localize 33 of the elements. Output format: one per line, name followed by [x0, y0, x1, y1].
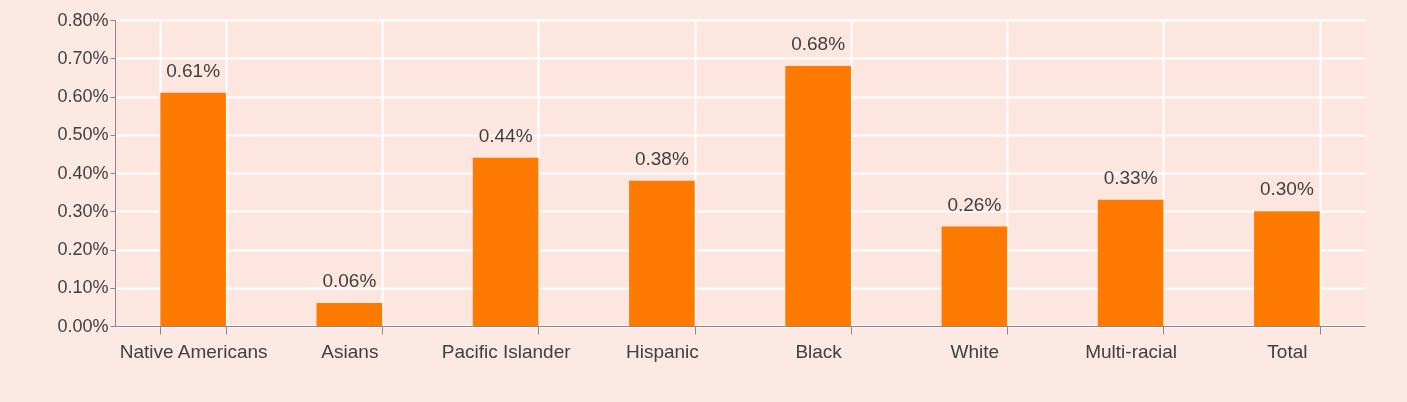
y-tick-label: 0.00% [57, 315, 109, 336]
data-label: 0.68% [791, 32, 846, 54]
data-label: 0.33% [1103, 166, 1158, 188]
y-tick-label: 0.10% [57, 277, 109, 298]
data-label: 0.30% [1259, 178, 1314, 200]
bar [629, 180, 695, 326]
data-label: 0.61% [166, 59, 221, 81]
bar [160, 92, 226, 326]
y-tick-label: 0.60% [57, 86, 109, 106]
y-tick-label: 0.50% [57, 124, 109, 145]
x-tick-label: Asians [321, 340, 379, 362]
data-label: 0.26% [947, 193, 1002, 215]
x-tick-label: White [950, 340, 1000, 362]
bar [1254, 211, 1320, 326]
y-tick-label: 0.20% [57, 239, 109, 259]
x-tick-label: Pacific Islander [441, 340, 572, 362]
data-label: 0.44% [478, 124, 533, 146]
data-label: 0.06% [322, 270, 377, 292]
x-tick-label: Hispanic [625, 340, 699, 362]
x-tick-label: Native Americans [119, 340, 268, 362]
x-tick-label: Multi-racial [1085, 340, 1178, 362]
bar [472, 157, 539, 326]
bar [316, 303, 383, 326]
bar [1097, 199, 1164, 326]
y-tick-label: 0.40% [57, 162, 109, 183]
x-tick-label: Total [1267, 340, 1308, 362]
data-label: 0.38% [634, 147, 689, 169]
bar [941, 226, 1008, 326]
bar [785, 65, 851, 326]
y-tick-label: 0.80% [57, 9, 109, 30]
x-tick-label: Black [795, 340, 843, 362]
y-tick-label: 0.30% [57, 200, 109, 221]
y-tick-label: 0.70% [57, 47, 109, 68]
